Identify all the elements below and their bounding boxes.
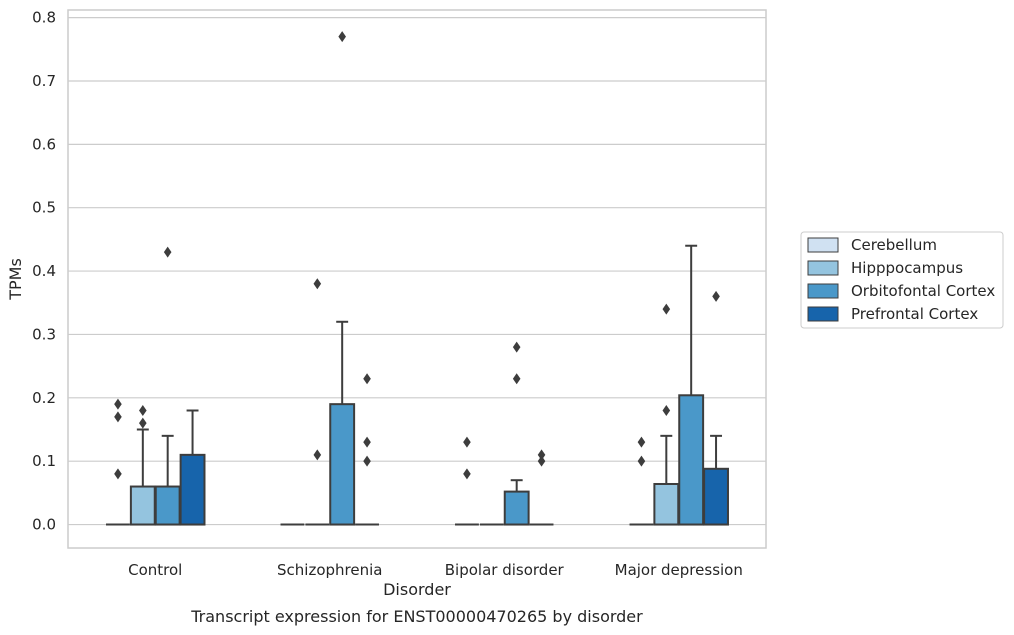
legend-frame	[800, 231, 1004, 329]
box-hipppocampus	[305, 278, 330, 526]
x-tick-label: Control	[128, 561, 182, 579]
outlier-point	[114, 411, 122, 423]
box-cerebellum	[455, 436, 479, 526]
outlier-point	[338, 31, 346, 43]
legend-items: Cerebellum Hipppocampus Orbitofontal Corte…	[807, 236, 995, 323]
box-body	[179, 453, 206, 526]
box-orbitofontal-cortex	[329, 31, 356, 526]
legend-label: Prefrontal Cortex	[851, 305, 978, 323]
y-tick-label: 0.3	[32, 325, 56, 343]
y-tick-label: 0.8	[32, 9, 56, 27]
outlier-point	[637, 436, 646, 448]
box-orbitofontal-cortex	[154, 246, 181, 526]
outlier-point	[712, 290, 720, 302]
box-body	[503, 490, 530, 526]
outlier-point	[363, 436, 371, 448]
y-tick-label: 0.6	[32, 135, 56, 153]
box-body	[653, 482, 680, 526]
x-axis-title: Disorder	[383, 580, 451, 599]
y-axis-title: TPMs	[6, 258, 25, 301]
box-hipppocampus	[129, 404, 156, 526]
legend-swatch	[807, 306, 839, 322]
outlier-point	[114, 398, 122, 410]
box-cerebellum	[629, 436, 654, 526]
outlier-point	[313, 278, 322, 290]
outlier-point	[463, 436, 471, 448]
outlier-point	[537, 455, 546, 467]
box-orbitofontal-cortex	[678, 244, 705, 526]
box-body	[678, 394, 705, 526]
box-prefrontal-cortex	[355, 373, 379, 526]
box-prefrontal-cortex	[703, 290, 729, 526]
legend-label: Orbitofontal Cortex	[851, 282, 995, 300]
outlier-point	[637, 455, 646, 467]
outlier-point	[163, 246, 172, 258]
outlier-point	[363, 455, 371, 467]
outlier-point	[662, 303, 671, 315]
legend-swatch	[807, 237, 839, 253]
outlier-point	[139, 417, 147, 429]
box-prefrontal-cortex	[179, 409, 206, 526]
outlier-point	[512, 341, 521, 353]
box-body	[329, 403, 356, 526]
legend-label: Cerebellum	[851, 236, 937, 254]
y-tick-label: 0.7	[32, 72, 56, 90]
gridlines	[68, 17, 766, 526]
outlier-point	[537, 449, 546, 461]
x-tick-label: Bipolar disorder	[445, 561, 565, 579]
legend-label: Hipppocampus	[851, 259, 963, 277]
outlier-point	[463, 468, 471, 480]
box-orbitofontal-cortex	[503, 341, 530, 526]
legend-swatch	[807, 283, 839, 299]
box-hipppocampus	[653, 303, 680, 526]
x-tick-labels: Control Schizophrenia Bipolar disorder Majo…	[128, 561, 743, 579]
y-tick-labels: 0.0 0.1 0.2 0.3 0.4 0.5 0.6 0.7 0.8	[32, 9, 56, 534]
outlier-point	[114, 468, 122, 480]
y-tick-label: 0.1	[32, 452, 56, 470]
x-tick-label: Major depression	[615, 561, 743, 579]
box-plot-series	[106, 31, 729, 526]
box-cerebellum	[106, 398, 130, 526]
legend: Cerebellum Hipppocampus Orbitofontal Corte…	[800, 231, 1004, 329]
plot-frame	[67, 9, 767, 549]
y-tick-label: 0.5	[32, 199, 56, 217]
y-tick-label: 0.0	[32, 516, 56, 534]
x-tick-label: Schizophrenia	[277, 561, 382, 579]
box-body	[154, 485, 181, 526]
outlier-point	[139, 404, 147, 416]
box-prefrontal-cortex	[529, 449, 554, 526]
y-tick-label: 0.4	[32, 262, 56, 280]
outlier-point	[512, 373, 521, 385]
box-body	[703, 467, 729, 526]
legend-swatch	[807, 260, 839, 276]
box-body	[129, 485, 156, 526]
chart-caption: Transcript expression for ENST0000047026…	[190, 607, 643, 626]
y-tick-label: 0.2	[32, 389, 56, 407]
outlier-point	[363, 373, 371, 385]
outlier-point	[662, 404, 671, 416]
outlier-point	[313, 449, 322, 461]
